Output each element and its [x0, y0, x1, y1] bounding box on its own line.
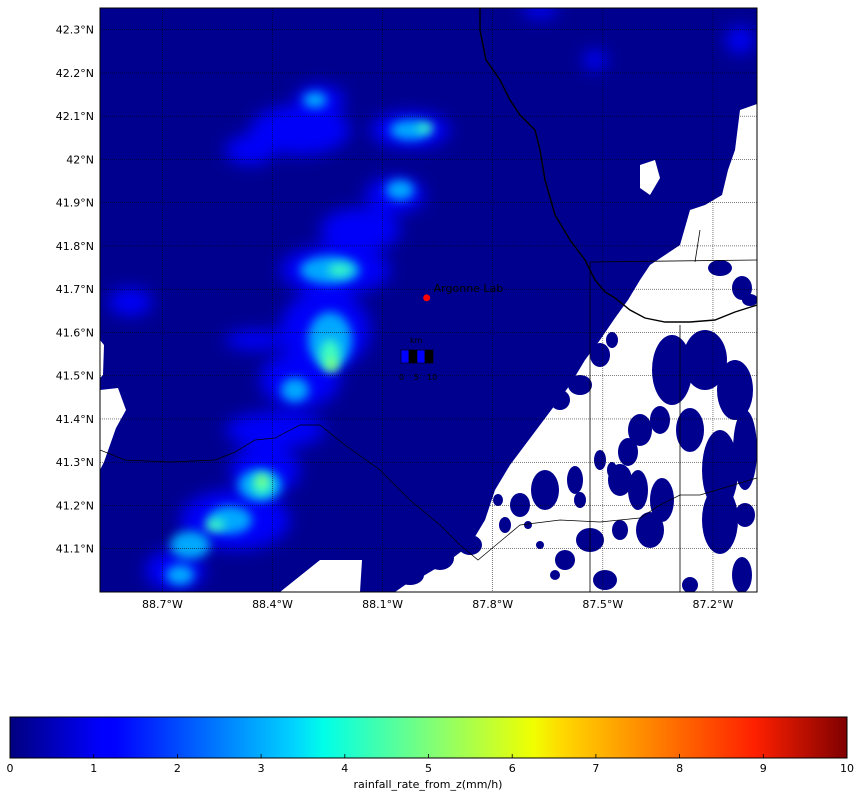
- marker-label: Argonne Lab: [434, 282, 504, 295]
- scale-bar-seg-3: [416, 349, 426, 364]
- lat-tick-label: 41.3°N: [56, 456, 94, 469]
- colorbar-tick-label: 9: [760, 762, 767, 775]
- colorbar-ticks: 0 1 2 3 4 5 6 7 8 9 10: [7, 754, 854, 775]
- scale-bar-tick-10: 10: [427, 373, 437, 382]
- lat-tick-label: 41.4°N: [56, 413, 94, 426]
- lat-tick-label: 42.1°N: [56, 110, 94, 123]
- colorbar-tick-label: 2: [174, 762, 181, 775]
- lake-michigan-shoreline: [479, 8, 757, 323]
- lon-tick-label: 87.5°W: [582, 598, 623, 611]
- scale-bar-tick-0: 0: [399, 373, 404, 382]
- scale-bar-tick-5: 5: [414, 373, 419, 382]
- colorbar-tick-label: 7: [592, 762, 599, 775]
- graticule: [100, 8, 757, 592]
- scale-bar-seg-4: [424, 349, 434, 364]
- colorbar-tick-label: 5: [425, 762, 432, 775]
- colorbar: 0 1 2 3 4 5 6 7 8 9 10 rainfall_rate_from_z(mm/h): [7, 716, 854, 791]
- scale-bar-seg-2: [408, 349, 418, 364]
- scale-bar-seg-1: [400, 349, 410, 364]
- radar-blobs-east: [372, 166, 757, 592]
- lon-tick-label: 87.2°W: [693, 598, 734, 611]
- lat-tick-label: 41.7°N: [56, 283, 94, 296]
- map-panel: Argonne Lab km 0 5 10: [100, 8, 757, 592]
- lat-tick-label: 42°N: [66, 153, 94, 166]
- latitude-tick-labels: 42.3°N 42.2°N 42.1°N 42°N 41.9°N 41.8°N 41.7°N…: [56, 24, 94, 556]
- colorbar-label: rainfall_rate_from_z(mm/h): [354, 778, 503, 791]
- lat-tick-label: 41.8°N: [56, 240, 94, 253]
- scale-bar-unit: km: [410, 336, 423, 345]
- colorbar-tick-label: 4: [341, 762, 348, 775]
- lon-tick-label: 87.8°W: [472, 598, 513, 611]
- scale-bar: km 0 5 10: [399, 336, 437, 382]
- lat-tick-label: 42.3°N: [56, 24, 94, 37]
- lon-tick-label: 88.4°W: [252, 598, 293, 611]
- colorbar-tick-label: 10: [840, 762, 854, 775]
- lat-tick-label: 41.1°N: [56, 543, 94, 556]
- colorbar-gradient: [9, 716, 848, 759]
- lat-tick-label: 42.2°N: [56, 67, 94, 80]
- colorbar-tick-label: 1: [90, 762, 97, 775]
- longitude-tick-labels: 88.7°W 88.4°W 88.1°W 87.8°W 87.5°W 87.2°W: [142, 598, 734, 611]
- lat-tick-label: 41.2°N: [56, 499, 94, 512]
- no-data-notch-top-right: [640, 160, 660, 195]
- no-data-west-b: [100, 388, 126, 470]
- marker-dot[interactable]: [423, 294, 431, 302]
- lat-tick-label: 41.9°N: [56, 197, 94, 210]
- lat-tick-label: 41.6°N: [56, 326, 94, 339]
- map-frame: [99, 7, 758, 593]
- rainfall-bands: [108, 8, 754, 590]
- colorbar-tick-label: 8: [676, 762, 683, 775]
- argonne-lab-marker[interactable]: Argonne Lab: [423, 282, 503, 302]
- no-data-west-a: [100, 340, 104, 378]
- colorbar-tick-label: 0: [7, 762, 14, 775]
- lat-tick-label: 41.5°N: [56, 370, 94, 383]
- county-boundary-south: [100, 424, 757, 561]
- colorbar-tick-label: 6: [509, 762, 516, 775]
- lon-tick-label: 88.7°W: [142, 598, 183, 611]
- colorbar-tick-label: 3: [258, 762, 265, 775]
- state-boundary-east: [589, 229, 757, 592]
- lon-tick-label: 88.1°W: [362, 598, 403, 611]
